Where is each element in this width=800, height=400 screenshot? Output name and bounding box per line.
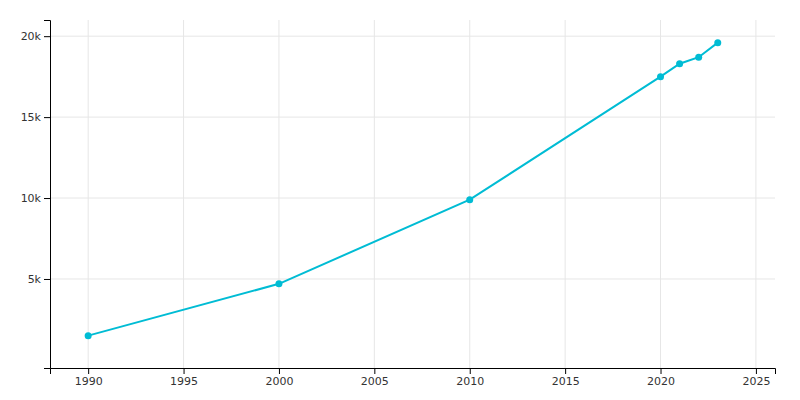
grid-line xyxy=(183,20,184,368)
x-tick-mark xyxy=(661,368,662,374)
y-tick-mark xyxy=(44,117,50,118)
y-tick: 15k xyxy=(21,111,50,124)
x-tick: 2020 xyxy=(647,368,675,388)
y-tick-label: 10k xyxy=(21,192,42,205)
grid xyxy=(50,20,775,368)
grid-line xyxy=(50,117,775,118)
plot: 1990 1995 2000 2005 2010 2015 2020 2025 5k 10k 15k… xyxy=(21,20,776,388)
y-tick-mark xyxy=(44,198,50,199)
x-tick-mark xyxy=(184,368,185,374)
y-axis: 5k 10k 15k 20k xyxy=(21,21,51,369)
x-tick: 2025 xyxy=(742,368,770,388)
x-tick-label: 1990 xyxy=(75,375,103,388)
x-tick-label: 2010 xyxy=(456,375,484,388)
chart-svg: 1990 1995 2000 2005 2010 2015 2020 2025 5k 10k 15k… xyxy=(0,0,800,400)
y-tick: 5k xyxy=(28,273,50,286)
x-tick-mark xyxy=(279,368,280,374)
x-tick-mark xyxy=(756,368,757,374)
x-tick-mark xyxy=(565,368,566,374)
point xyxy=(85,332,92,339)
x-tick-label: 2015 xyxy=(552,375,580,388)
x-tick-label: 2025 xyxy=(742,375,770,388)
y-axis-line xyxy=(44,21,51,369)
point xyxy=(657,73,664,80)
x-tick-mark xyxy=(470,368,471,374)
x-axis-line xyxy=(51,369,776,375)
x-tick-label: 2005 xyxy=(361,375,389,388)
point xyxy=(676,60,683,67)
y-tick-mark xyxy=(44,36,50,37)
point xyxy=(714,39,721,46)
y-tick-label: 20k xyxy=(21,30,42,43)
x-tick: 1995 xyxy=(170,368,198,388)
line xyxy=(88,43,718,336)
grid-line xyxy=(565,20,566,368)
x-tick: 2000 xyxy=(265,368,293,388)
grid-line xyxy=(469,20,470,368)
grid-line xyxy=(278,20,279,368)
x-tick: 2010 xyxy=(456,368,484,388)
y-tick-mark xyxy=(44,279,50,280)
y-tick-label: 5k xyxy=(28,273,42,286)
x-tick-label: 2000 xyxy=(265,375,293,388)
grid-line xyxy=(50,198,775,199)
x-axis: 1990 1995 2000 2005 2010 2015 2020 2025 xyxy=(51,368,776,388)
grid-line xyxy=(50,278,775,279)
grid-line xyxy=(374,20,375,368)
y-tick-label: 15k xyxy=(21,111,42,124)
point xyxy=(466,196,473,203)
x-tick: 1990 xyxy=(75,368,103,388)
x-tick: 2015 xyxy=(552,368,580,388)
point xyxy=(275,280,282,287)
grid-line xyxy=(755,20,756,368)
x-tick-label: 2020 xyxy=(647,375,675,388)
x-tick-mark xyxy=(374,368,375,374)
grid-line xyxy=(50,36,775,37)
y-tick: 20k xyxy=(21,30,50,43)
point xyxy=(695,54,702,61)
y-tick: 10k xyxy=(21,192,50,205)
grid-line xyxy=(88,20,89,368)
marks xyxy=(85,39,722,339)
x-tick: 2005 xyxy=(361,368,389,388)
x-tick-mark xyxy=(88,368,89,374)
grid-line xyxy=(660,20,661,368)
x-tick-label: 1995 xyxy=(170,375,198,388)
